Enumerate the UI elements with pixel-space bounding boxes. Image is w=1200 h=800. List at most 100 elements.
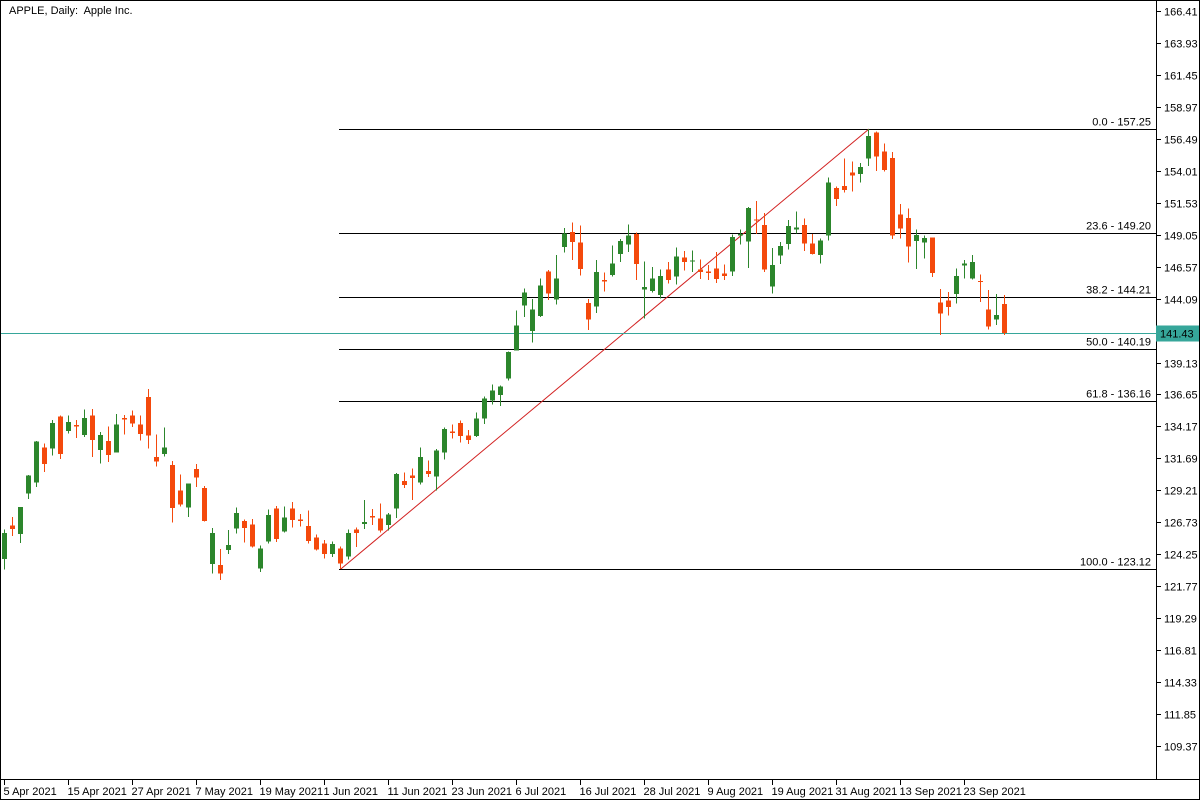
candle bbox=[986, 290, 991, 330]
candle bbox=[2, 529, 7, 570]
candle bbox=[10, 517, 15, 537]
candle bbox=[970, 255, 975, 280]
candle-body bbox=[106, 440, 111, 456]
candle bbox=[354, 527, 359, 547]
candle-body bbox=[874, 132, 879, 157]
candle bbox=[210, 528, 215, 574]
candle-body bbox=[690, 260, 695, 262]
candle bbox=[242, 519, 247, 543]
candle-body bbox=[82, 417, 87, 435]
x-axis-tick-label: 7 May 2021 bbox=[196, 786, 253, 798]
candle-body bbox=[306, 526, 311, 541]
candle bbox=[594, 259, 599, 314]
x-axis-tick-label: 23 Jun 2021 bbox=[452, 786, 513, 798]
candle bbox=[194, 463, 199, 487]
candle bbox=[34, 440, 39, 487]
candle bbox=[810, 233, 815, 255]
candle-body bbox=[850, 172, 855, 176]
candle-body bbox=[298, 519, 303, 521]
y-axis-tick-label: 126.73 bbox=[1164, 518, 1198, 530]
candle-body bbox=[234, 513, 239, 529]
candle bbox=[394, 473, 399, 518]
y-axis-tick-label: 161.45 bbox=[1164, 71, 1198, 83]
y-axis-tick-label: 129.21 bbox=[1164, 486, 1198, 498]
candle-body bbox=[178, 490, 183, 505]
candle bbox=[666, 261, 671, 284]
x-axis-tick-label: 13 Sep 2021 bbox=[900, 786, 962, 798]
candle bbox=[258, 545, 263, 573]
candle-body bbox=[394, 473, 399, 509]
candle-body bbox=[754, 219, 759, 221]
candle-body bbox=[34, 441, 39, 483]
candle bbox=[938, 288, 943, 335]
x-axis-tick-label: 11 Jun 2021 bbox=[388, 786, 448, 798]
y-axis-tick-label: 166.41 bbox=[1164, 7, 1198, 19]
candle bbox=[898, 204, 903, 239]
candle-body bbox=[642, 287, 647, 290]
candle-body bbox=[618, 241, 623, 255]
candle bbox=[154, 434, 159, 467]
candle bbox=[826, 177, 831, 241]
candle bbox=[58, 415, 63, 459]
fib-level-label: 0.0 - 157.25 bbox=[1092, 117, 1151, 129]
candle-body bbox=[370, 516, 375, 518]
candle bbox=[234, 507, 239, 534]
candle bbox=[946, 292, 951, 316]
candle bbox=[570, 222, 575, 260]
candle bbox=[714, 251, 719, 284]
candle-body bbox=[498, 386, 503, 396]
y-axis-tick-label: 139.13 bbox=[1164, 359, 1198, 371]
candle-body bbox=[858, 167, 863, 175]
candle-body bbox=[98, 435, 103, 450]
candle-body bbox=[514, 325, 519, 351]
candle-body bbox=[626, 235, 631, 245]
candle bbox=[578, 225, 583, 276]
candle bbox=[338, 546, 343, 569]
candle-body bbox=[530, 309, 535, 331]
y-axis-tick-label: 119.29 bbox=[1164, 614, 1197, 626]
x-axis-tick-label: 19 May 2021 bbox=[260, 786, 324, 798]
candle-body bbox=[738, 234, 743, 236]
candle bbox=[674, 247, 679, 285]
candle-body bbox=[810, 243, 815, 255]
y-axis-tick-label: 151.53 bbox=[1164, 199, 1198, 211]
candle bbox=[178, 474, 183, 507]
candle-body bbox=[978, 280, 983, 283]
candle-body bbox=[938, 302, 943, 314]
candle bbox=[330, 541, 335, 557]
candle-body bbox=[554, 278, 559, 300]
candle bbox=[482, 396, 487, 425]
candle bbox=[746, 207, 751, 268]
candle-body bbox=[482, 398, 487, 419]
candle bbox=[274, 505, 279, 542]
y-axis-tick-label: 149.05 bbox=[1164, 231, 1198, 243]
candle-body bbox=[458, 422, 463, 437]
y-axis-tick-label: 121.77 bbox=[1164, 582, 1198, 594]
current-price-badge-bg bbox=[1156, 325, 1199, 342]
candle-body bbox=[362, 522, 367, 524]
trend-line[interactable] bbox=[340, 128, 870, 570]
candle bbox=[730, 234, 735, 277]
candle-body bbox=[274, 508, 279, 540]
fibonacci-retracement[interactable]: 0.0 - 157.25 23.6 - 149.20 38.2 - 144.21 50… bbox=[339, 117, 1156, 570]
candle bbox=[658, 269, 663, 299]
candle bbox=[266, 509, 271, 544]
x-axis-tick-label: 15 Apr 2021 bbox=[68, 786, 127, 798]
candle bbox=[914, 229, 919, 270]
candle bbox=[122, 414, 127, 435]
y-axis-tick-label: 116.81 bbox=[1164, 646, 1197, 658]
candle bbox=[626, 224, 631, 253]
candle-body bbox=[434, 450, 439, 477]
candle-body bbox=[970, 262, 975, 279]
candle-body bbox=[610, 263, 615, 275]
candle bbox=[202, 486, 207, 522]
candle bbox=[250, 518, 255, 548]
candle bbox=[818, 238, 823, 264]
candle bbox=[610, 245, 615, 277]
candle bbox=[474, 412, 479, 438]
candle bbox=[82, 409, 87, 438]
candle bbox=[642, 261, 647, 319]
candle-body bbox=[58, 416, 63, 455]
